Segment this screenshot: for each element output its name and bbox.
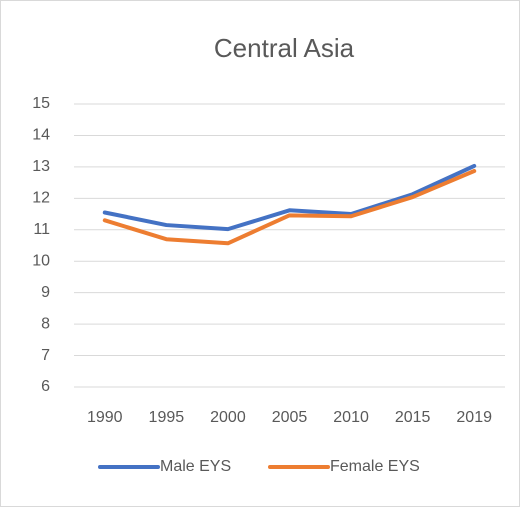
chart-title: Central Asia <box>214 33 355 63</box>
x-tick-label: 1990 <box>87 409 123 426</box>
y-tick-label: 8 <box>41 315 50 332</box>
x-tick-label: 1995 <box>149 409 185 426</box>
x-tick-label: 2005 <box>272 409 308 426</box>
x-tick-label: 2010 <box>333 409 369 426</box>
legend-label: Female EYS <box>330 458 420 475</box>
y-tick-label: 7 <box>41 347 50 364</box>
series-line <box>102 168 477 246</box>
series-line <box>102 163 477 232</box>
legend-label: Male EYS <box>160 458 231 475</box>
x-tick-label: 2019 <box>456 409 492 426</box>
y-tick-label: 9 <box>41 284 50 301</box>
y-tick-label: 13 <box>32 158 50 175</box>
y-tick-label: 11 <box>33 221 50 238</box>
y-tick-label: 14 <box>32 127 50 144</box>
y-tick-label: 10 <box>32 252 50 269</box>
x-tick-label: 2015 <box>395 409 431 426</box>
y-tick-label: 6 <box>41 378 50 395</box>
x-tick-label: 2000 <box>210 409 246 426</box>
y-tick-label: 12 <box>32 190 50 207</box>
y-tick-label: 15 <box>32 95 50 112</box>
